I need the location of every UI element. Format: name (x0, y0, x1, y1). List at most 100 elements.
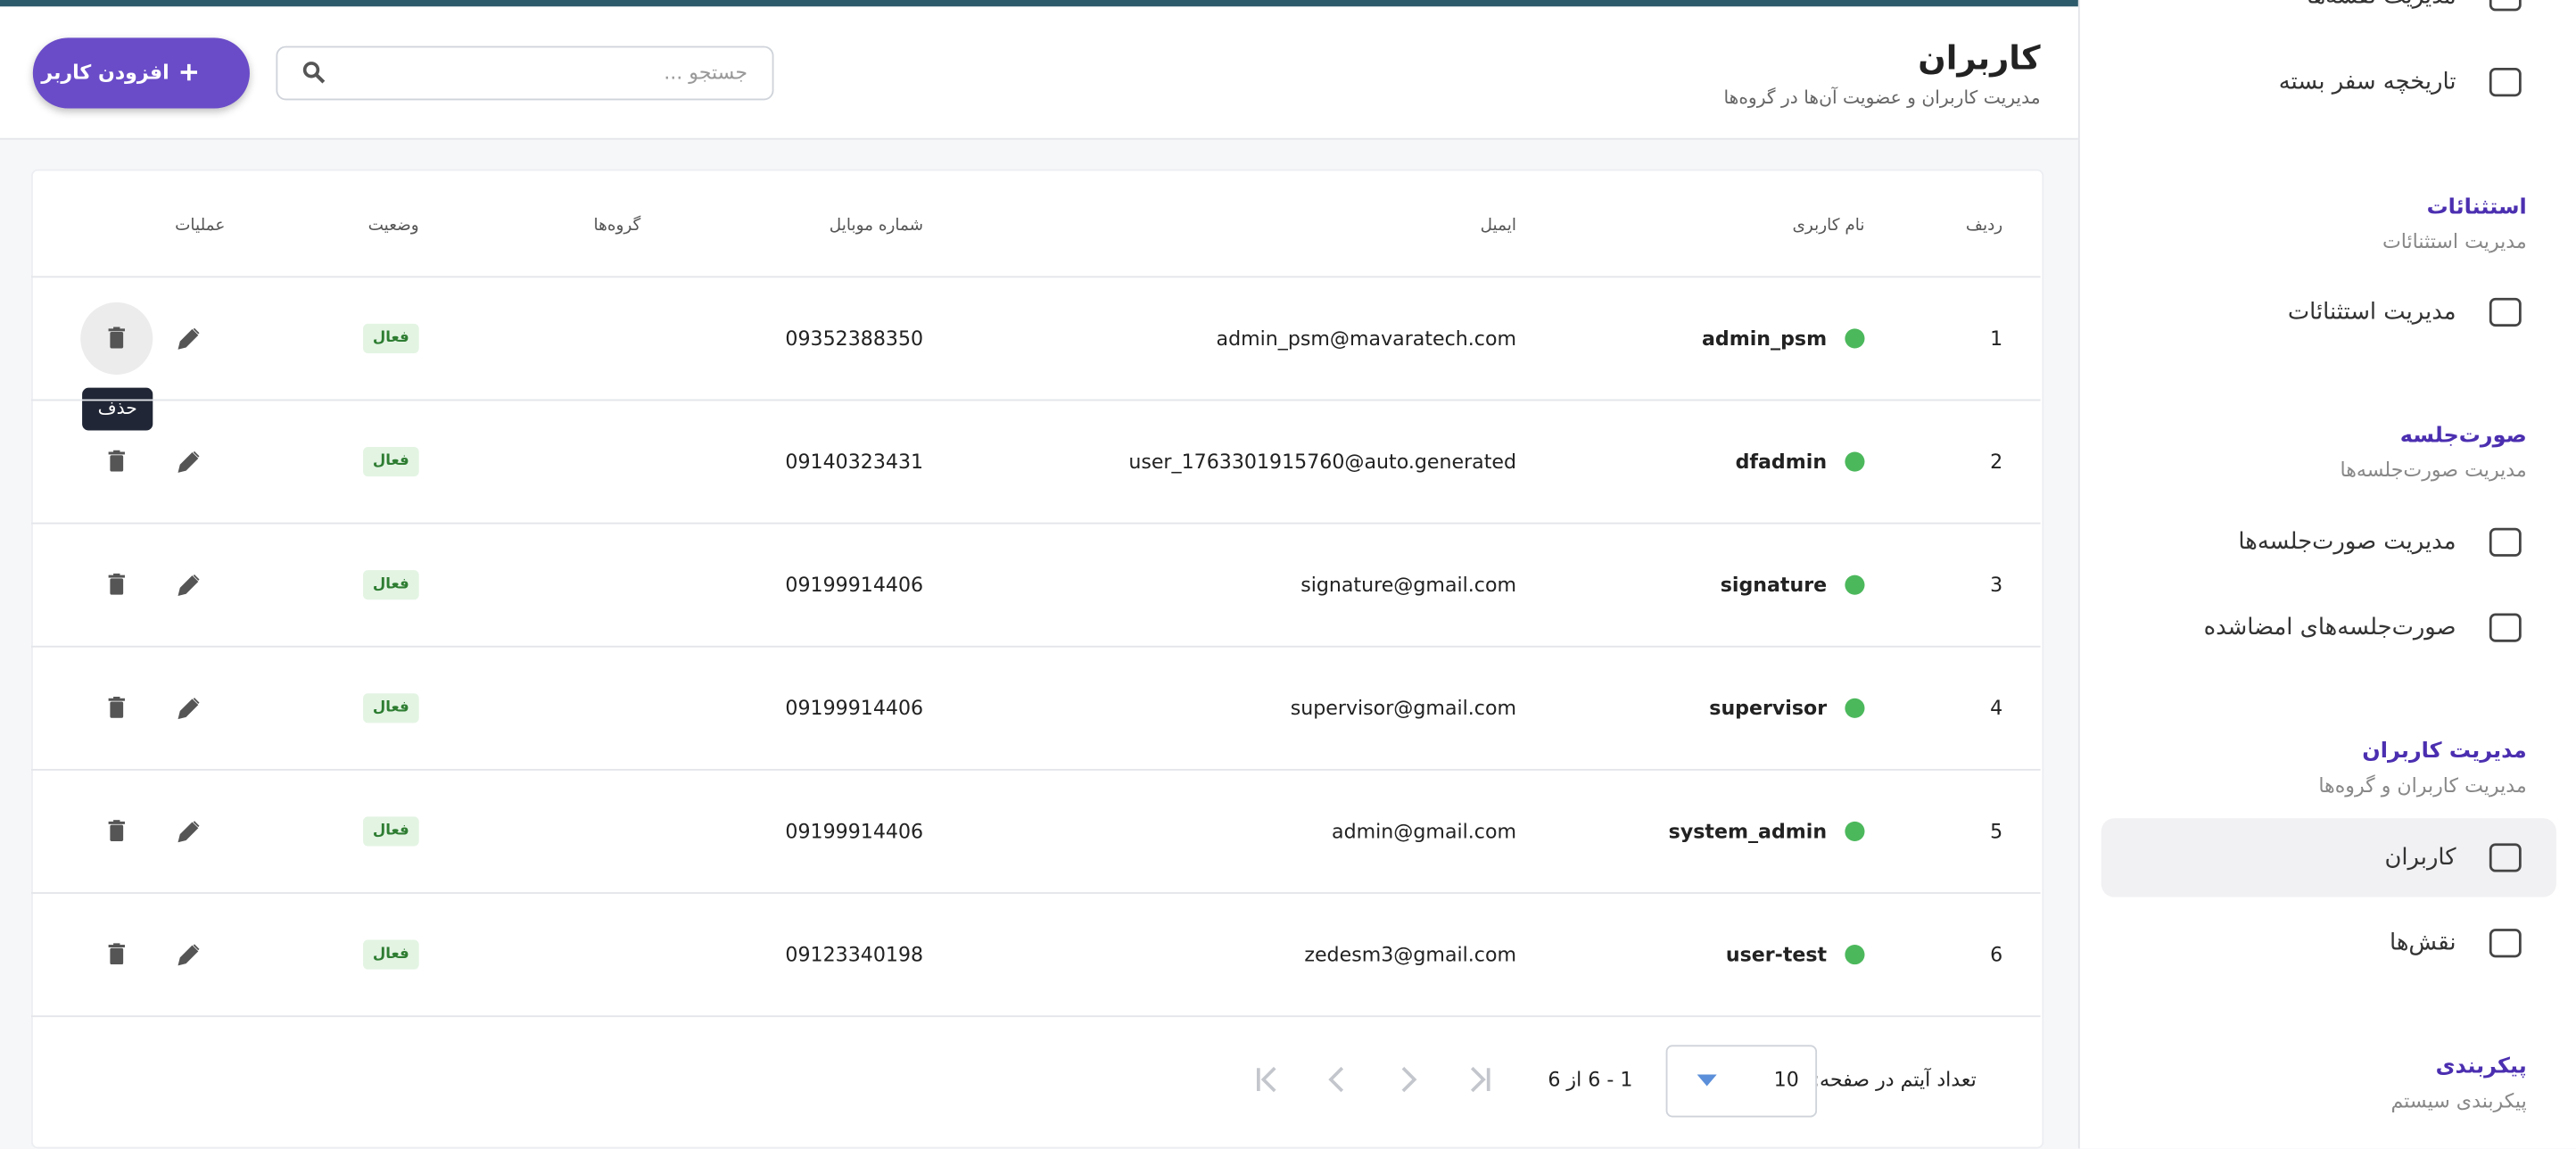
email: zedesm3@gmail.com (1304, 943, 1517, 967)
sidebar-icon (2489, 0, 2522, 12)
status-text: فعال (372, 822, 409, 840)
status-badge (363, 816, 419, 847)
row-divider (30, 645, 2041, 648)
search-placeholder: جستجو ... (664, 61, 748, 84)
delete-button[interactable] (108, 696, 125, 718)
username: admin_psm (1701, 327, 1828, 351)
section-subtitle: مدیریت استثنائات (2382, 229, 2527, 253)
status-text: فعال (372, 946, 409, 963)
search-icon (302, 62, 326, 84)
delete-button[interactable] (108, 943, 125, 965)
row-index: 6 (1990, 943, 2003, 967)
add-user-label: افزودن کاربر (41, 61, 169, 84)
tooltip-text: حذف (97, 397, 137, 419)
column-header: گروه‌ها (593, 217, 641, 236)
email: supervisor@gmail.com (1290, 696, 1517, 720)
row-index: 4 (1990, 696, 2003, 720)
column-header: ایمیل (1480, 217, 1517, 236)
section-subtitle: پیکربندی سیستم (2390, 1089, 2527, 1112)
section-title: صورت‌جلسه (2399, 424, 2527, 449)
sidebar-item[interactable]: کاربران (2384, 844, 2456, 872)
sidebar-icon (2489, 929, 2522, 958)
status-dot (1845, 574, 1865, 595)
status-badge (363, 323, 419, 353)
status-text: فعال (372, 453, 409, 470)
status-text: فعال (372, 330, 409, 347)
status-badge (363, 446, 419, 477)
status-text: فعال (372, 576, 409, 593)
section-subtitle: مدیریت صورت‌جلسه‌ها (2340, 458, 2527, 482)
page-size-label: تعداد آیتم در صفحه: (1812, 1068, 1977, 1091)
row-divider (30, 768, 2041, 771)
sidebar-item: تاریخچه سفر بسته (2278, 69, 2456, 95)
status-dot (1845, 698, 1865, 718)
add-user-button[interactable] (32, 37, 250, 109)
status-dot (1845, 328, 1865, 349)
top-bar (0, 0, 2078, 7)
sidebar-item[interactable]: صورت‌جلسه‌های امضاشده (2203, 614, 2456, 641)
username: system_admin (1668, 820, 1828, 843)
row-index: 3 (1990, 573, 2003, 597)
section-subtitle: مدیریت کاربران و گروه‌ها (2318, 773, 2527, 798)
row-index: 1 (1990, 327, 2003, 351)
sidebar-icon (2489, 843, 2522, 872)
mobile: 09123340198 (785, 943, 924, 967)
sidebar-item[interactable]: مدیریت استثنائات (2287, 299, 2456, 326)
delete-button[interactable] (108, 327, 125, 349)
edit-button[interactable] (178, 327, 201, 351)
active-item-bg (2101, 818, 2556, 897)
delete-button[interactable] (108, 450, 125, 472)
edit-button[interactable] (178, 574, 201, 597)
column-header: وضعیت (367, 217, 419, 236)
edit-button[interactable] (178, 820, 201, 843)
mobile: 09199914406 (785, 573, 924, 597)
email: user_1763301915760@auto.generated (1128, 450, 1517, 474)
username: dfadmin (1735, 450, 1828, 474)
status-badge (363, 570, 419, 600)
edit-button[interactable] (178, 943, 201, 966)
edit-button[interactable] (178, 697, 201, 720)
mobile: 09352388350 (785, 327, 924, 351)
column-header: ردیف (1965, 217, 2003, 236)
delete-button[interactable] (108, 573, 125, 595)
status-badge (363, 693, 419, 723)
username: user-test (1725, 943, 1828, 967)
row-index: 5 (1990, 820, 2003, 843)
section-title: مدیریت کاربران (2362, 739, 2527, 765)
search-box[interactable] (276, 45, 774, 101)
row-divider (30, 892, 2041, 894)
sidebar-item[interactable]: نقش‌ها (2389, 930, 2456, 956)
sidebar-item: مدیریت نقشه‌ها (2307, 0, 2456, 13)
status-text: فعال (372, 699, 409, 717)
status-dot (1845, 821, 1865, 842)
page-range: 1 - 6 از 6 (1548, 1068, 1633, 1091)
row-divider (30, 399, 2041, 401)
sidebar (2077, 0, 2576, 1149)
column-header: نام کاربری (1792, 217, 1865, 236)
mobile: 09199914406 (785, 820, 924, 843)
column-header: شماره موبایل (829, 217, 924, 236)
column-header: عملیات (175, 217, 226, 236)
email: admin@gmail.com (1332, 820, 1517, 843)
table-card (30, 169, 2044, 1149)
sidebar-icon (2489, 67, 2522, 97)
sidebar-icon (2489, 613, 2522, 642)
sidebar-item[interactable]: مدیریت صورت‌جلسه‌ها (2238, 529, 2456, 556)
email: admin_psm@mavaratech.com (1216, 327, 1517, 351)
pagination-divider (30, 1015, 2041, 1018)
tooltip (82, 387, 153, 431)
sidebar-icon (2489, 527, 2522, 557)
edit-button[interactable] (178, 451, 201, 474)
mobile: 09140323431 (785, 450, 924, 474)
sidebar-icon (2489, 297, 2522, 327)
status-dot (1845, 451, 1865, 472)
page-title: کاربران (1918, 37, 2041, 78)
page-size-select[interactable] (1665, 1045, 1818, 1118)
status-badge (363, 939, 419, 970)
page-nav[interactable] (1245, 1062, 1501, 1098)
dropdown-arrow (1697, 1074, 1717, 1087)
plus-icon (180, 63, 198, 81)
mobile: 09199914406 (785, 696, 924, 720)
delete-button[interactable] (108, 820, 125, 842)
